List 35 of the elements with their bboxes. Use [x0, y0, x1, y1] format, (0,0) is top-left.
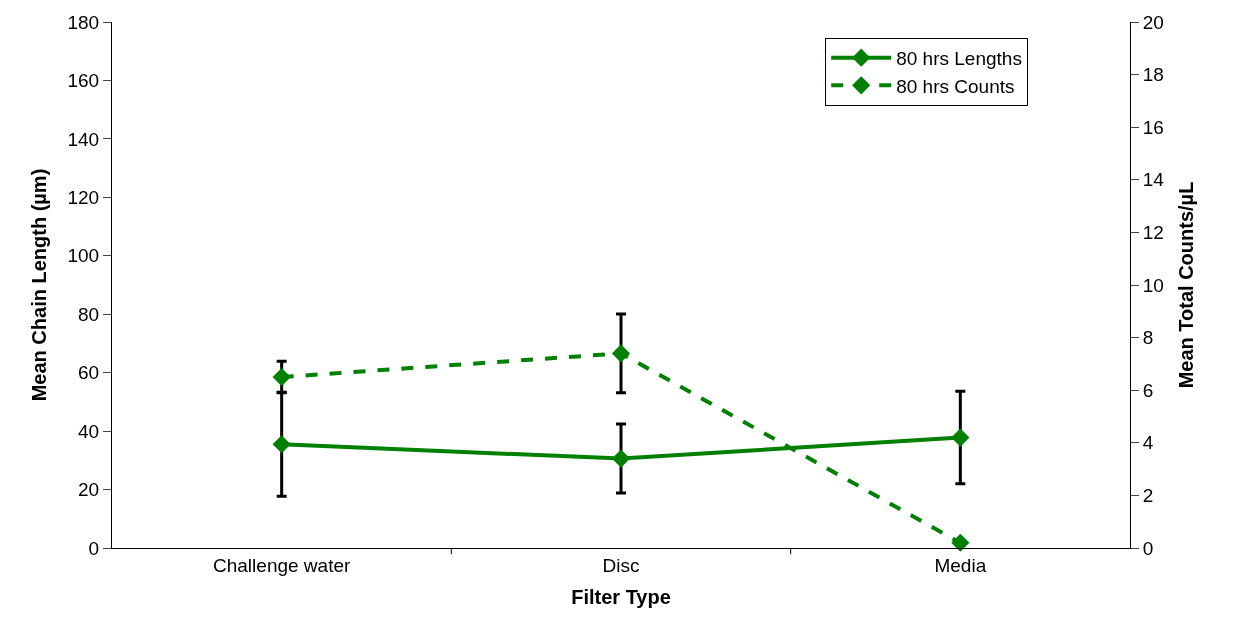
y2-tick-label: 18 [1142, 64, 1164, 86]
y-tick-label: 100 [67, 245, 100, 267]
point [611, 449, 631, 468]
x-tick-label: Challenge water [213, 554, 351, 576]
y2-tick-label: 6 [1142, 379, 1154, 401]
y-tick-label: 0 [88, 537, 100, 559]
y-tick-label: 80 [78, 303, 100, 325]
y-tick-label: 180 [67, 11, 100, 33]
y-tick-label: 20 [78, 479, 100, 501]
y-axis-title: Mean Chain Length (µm) [28, 168, 50, 402]
y2-tick-label: 2 [1142, 485, 1154, 507]
y2-tick-label: 8 [1142, 327, 1154, 349]
point [272, 435, 291, 454]
y-tick-label: 60 [78, 362, 100, 384]
y-tick-label: 120 [67, 186, 100, 208]
legend-label: 80 hrs Counts [896, 75, 1015, 97]
y2-tick-label: 4 [1142, 432, 1154, 454]
point [951, 533, 970, 552]
point [951, 428, 970, 447]
x-axis-title: Filter Type [571, 586, 671, 609]
x-tick-label: Media [934, 554, 987, 576]
y2-tick-label: 20 [1142, 11, 1164, 33]
y2-tick-label: 12 [1142, 222, 1164, 244]
legend-label: 80 hrs Lengths [896, 48, 1022, 70]
y2-tick-label: 10 [1142, 274, 1164, 296]
y2-tick-label: 14 [1142, 169, 1165, 191]
x-tick-label: Disc [602, 554, 640, 576]
y-tick-label: 40 [78, 420, 100, 442]
y-tick-label: 140 [67, 128, 100, 150]
y2-tick-label: 16 [1142, 116, 1164, 138]
y2-tick-label: 0 [1142, 537, 1154, 559]
point [272, 367, 291, 387]
point [611, 344, 631, 363]
y2-axis-title: Mean Total Counts/µL [1174, 181, 1197, 389]
y-tick-label: 160 [67, 70, 100, 92]
